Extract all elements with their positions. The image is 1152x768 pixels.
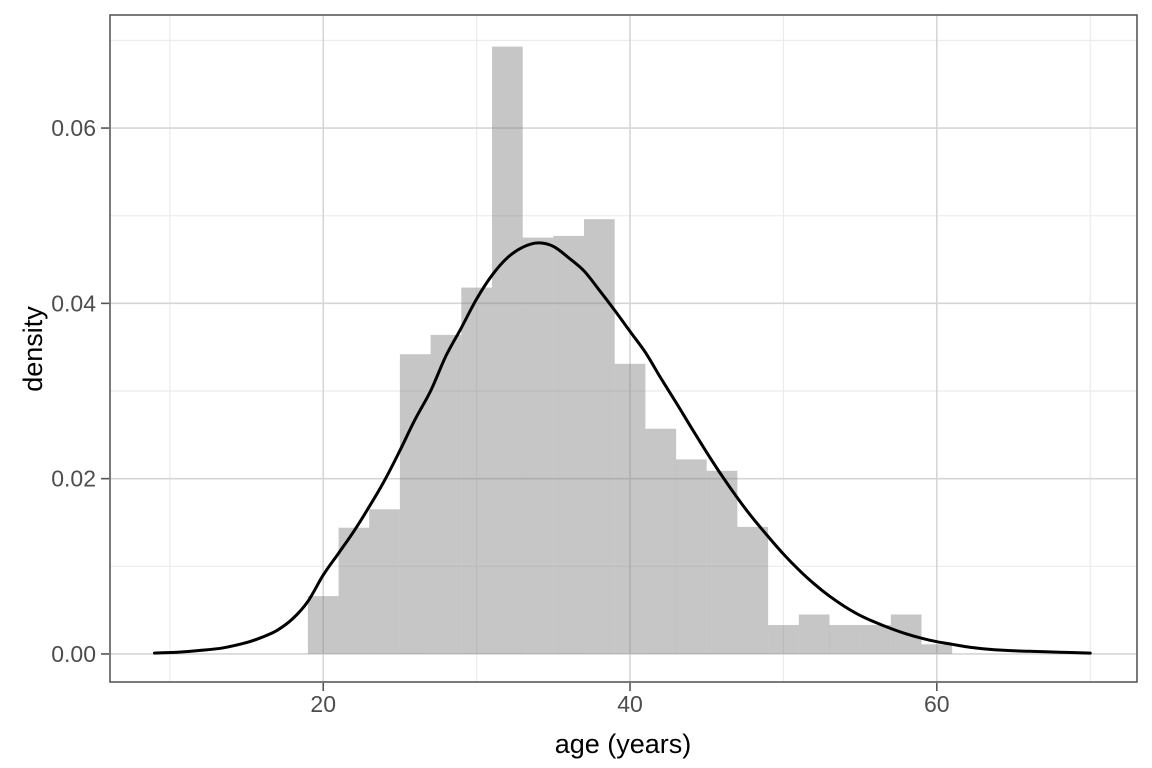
histogram-bar: [676, 459, 707, 654]
histogram-bar: [798, 614, 830, 654]
x-tick-label: 60: [924, 691, 950, 717]
histogram-bar: [706, 470, 738, 654]
histogram-bar: [492, 46, 523, 655]
histogram-bar: [768, 625, 799, 654]
major-gridlines: [110, 15, 1137, 682]
y-axis-tick-labels: 0.00 0.02 0.04 0.06: [51, 115, 96, 667]
histogram-bar: [369, 509, 400, 654]
density-curve-line: [153, 241, 1092, 655]
plot-panel: [110, 15, 1137, 682]
y-tick-label: 0.06: [51, 115, 96, 141]
y-tick-label: 0.04: [51, 290, 96, 316]
panel-background: [110, 15, 1137, 682]
x-tick-label: 20: [310, 691, 336, 717]
histogram-bar: [522, 237, 554, 654]
x-tick-label: 40: [617, 691, 643, 717]
histogram-bar: [829, 625, 861, 654]
histogram-bar: [860, 625, 891, 654]
histogram-bar: [338, 527, 370, 654]
histogram-bar: [614, 363, 646, 654]
y-tick-label: 0.02: [51, 466, 96, 492]
histogram-bar: [584, 219, 615, 654]
y-tick-label: 0.00: [51, 641, 96, 667]
histogram-bar: [737, 526, 769, 654]
minor-gridlines: [110, 15, 1137, 682]
density-curve: [153, 241, 1092, 655]
histogram-bar: [461, 287, 492, 654]
histogram-bar: [399, 354, 431, 654]
histogram-bar: [921, 644, 953, 654]
x-axis-tick-labels: 20 40 60: [310, 691, 949, 717]
panel-border: [109, 14, 1138, 683]
histogram-bar: [307, 596, 339, 654]
histogram-bar: [430, 334, 462, 654]
histogram-bar: [645, 428, 677, 654]
histogram-bar: [553, 235, 584, 654]
histogram-bars: [307, 46, 953, 655]
axis-tick-marks: [101, 127, 938, 691]
x-axis-title: age (years): [555, 729, 692, 759]
y-axis-title: density: [18, 306, 48, 392]
panel-border-rect: [109, 14, 1138, 683]
